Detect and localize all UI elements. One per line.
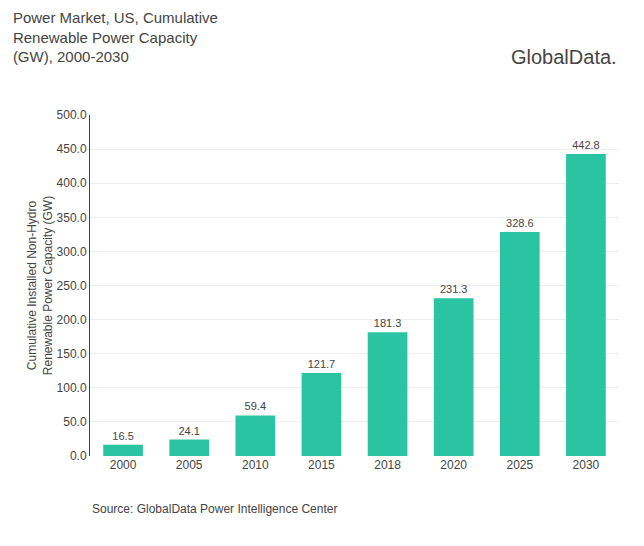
- svg-text:Source: GlobalData Power Intel: Source: GlobalData Power Intelligence Ce…: [92, 502, 337, 516]
- svg-text:328.6: 328.6: [506, 217, 534, 229]
- svg-text:450.0: 450.0: [57, 142, 87, 156]
- svg-text:50.0: 50.0: [63, 415, 87, 429]
- svg-text:59.4: 59.4: [245, 400, 266, 412]
- svg-text:2025: 2025: [506, 458, 533, 472]
- svg-text:2005: 2005: [176, 458, 203, 472]
- svg-text:2000: 2000: [110, 458, 137, 472]
- svg-text:181.3: 181.3: [374, 317, 402, 329]
- svg-text:Cumulative Installed Non-Hydro: Cumulative Installed Non-HydroRenewable …: [25, 196, 55, 375]
- svg-text:2020: 2020: [440, 458, 467, 472]
- svg-text:300.0: 300.0: [57, 245, 87, 259]
- svg-text:2015: 2015: [308, 458, 335, 472]
- svg-text:16.5: 16.5: [112, 430, 133, 442]
- svg-text:121.7: 121.7: [308, 358, 336, 370]
- svg-text:0.0: 0.0: [70, 449, 87, 463]
- svg-text:24.1: 24.1: [178, 425, 199, 437]
- svg-text:100.0: 100.0: [57, 381, 87, 395]
- svg-text:442.8: 442.8: [572, 139, 600, 151]
- svg-text:250.0: 250.0: [57, 279, 87, 293]
- svg-text:Power Market, US, CumulativeRe: Power Market, US, CumulativeRenewable Po…: [13, 9, 218, 65]
- svg-text:150.0: 150.0: [57, 347, 87, 361]
- svg-text:2030: 2030: [573, 458, 600, 472]
- svg-text:500.0: 500.0: [57, 108, 87, 122]
- svg-text:350.0: 350.0: [57, 211, 87, 225]
- svg-text:GlobalData.: GlobalData.: [511, 46, 617, 68]
- svg-text:231.3: 231.3: [440, 283, 468, 295]
- svg-text:400.0: 400.0: [57, 176, 87, 190]
- svg-text:200.0: 200.0: [57, 313, 87, 327]
- svg-text:2018: 2018: [374, 458, 401, 472]
- svg-text:2010: 2010: [242, 458, 269, 472]
